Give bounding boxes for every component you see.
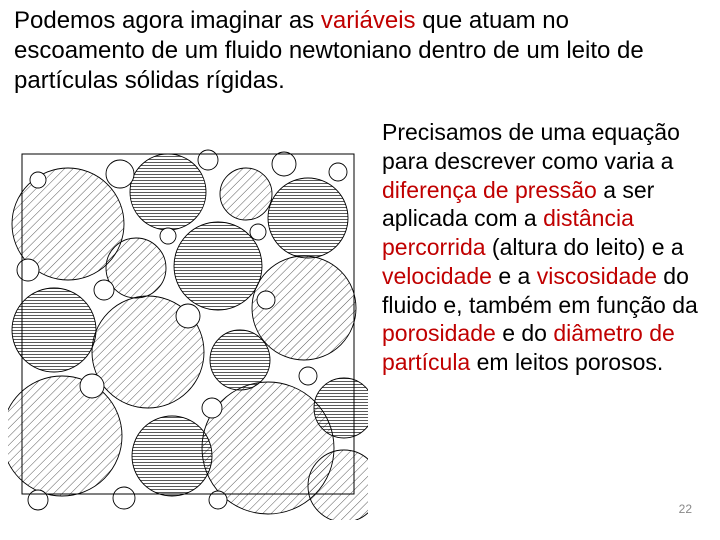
hl-porosidade: porosidade [382, 320, 496, 346]
particle-circle [299, 367, 317, 385]
slide: Podemos agora imaginar as variáveis que … [0, 0, 720, 540]
body-part-7: em leitos porosos. [470, 349, 663, 375]
particle-circle [106, 160, 134, 188]
body-part-6: e do [496, 320, 554, 346]
particle-circles [8, 150, 368, 520]
intro-highlight-variaveis: variáveis [321, 7, 416, 34]
particle-circle [198, 150, 218, 170]
page-number: 22 [679, 502, 692, 516]
particle-circle [113, 487, 135, 509]
particle-circle [220, 168, 272, 220]
particle-circle [132, 416, 212, 496]
particle-circle [329, 163, 347, 181]
intro-part-1: Podemos agora imaginar as [14, 7, 321, 34]
intro-paragraph: Podemos agora imaginar as variáveis que … [14, 6, 694, 96]
body-part-3: (altura do leito) e a [486, 234, 684, 260]
particle-circle [202, 398, 222, 418]
particle-circle [250, 224, 266, 240]
diagram-svg [8, 140, 368, 520]
particle-circle [176, 304, 200, 328]
particle-circle [130, 154, 206, 230]
particle-circle [30, 172, 46, 188]
particle-circle [257, 291, 275, 309]
body-part-4: e a [492, 263, 537, 289]
particle-circle [160, 228, 176, 244]
hl-viscosidade: viscosidade [537, 263, 657, 289]
packed-bed-diagram [8, 140, 368, 520]
particle-circle [174, 222, 262, 310]
body-paragraph: Precisamos de uma equação para descrever… [382, 118, 708, 377]
particle-circle [268, 178, 348, 258]
particle-circle [28, 490, 48, 510]
particle-circle [272, 152, 296, 176]
particle-circle [314, 378, 368, 438]
particle-circle [80, 374, 104, 398]
hl-diferenca-de-pressao: diferença de pressão [382, 177, 597, 203]
particle-circle [94, 280, 114, 300]
hl-velocidade: velocidade [382, 263, 492, 289]
body-part-1: Precisamos de uma equação para descrever… [382, 119, 680, 174]
particle-circle [210, 330, 270, 390]
particle-circle [17, 259, 39, 281]
particle-circle [12, 288, 96, 372]
particle-circle [8, 376, 122, 496]
particle-circle [106, 238, 166, 298]
